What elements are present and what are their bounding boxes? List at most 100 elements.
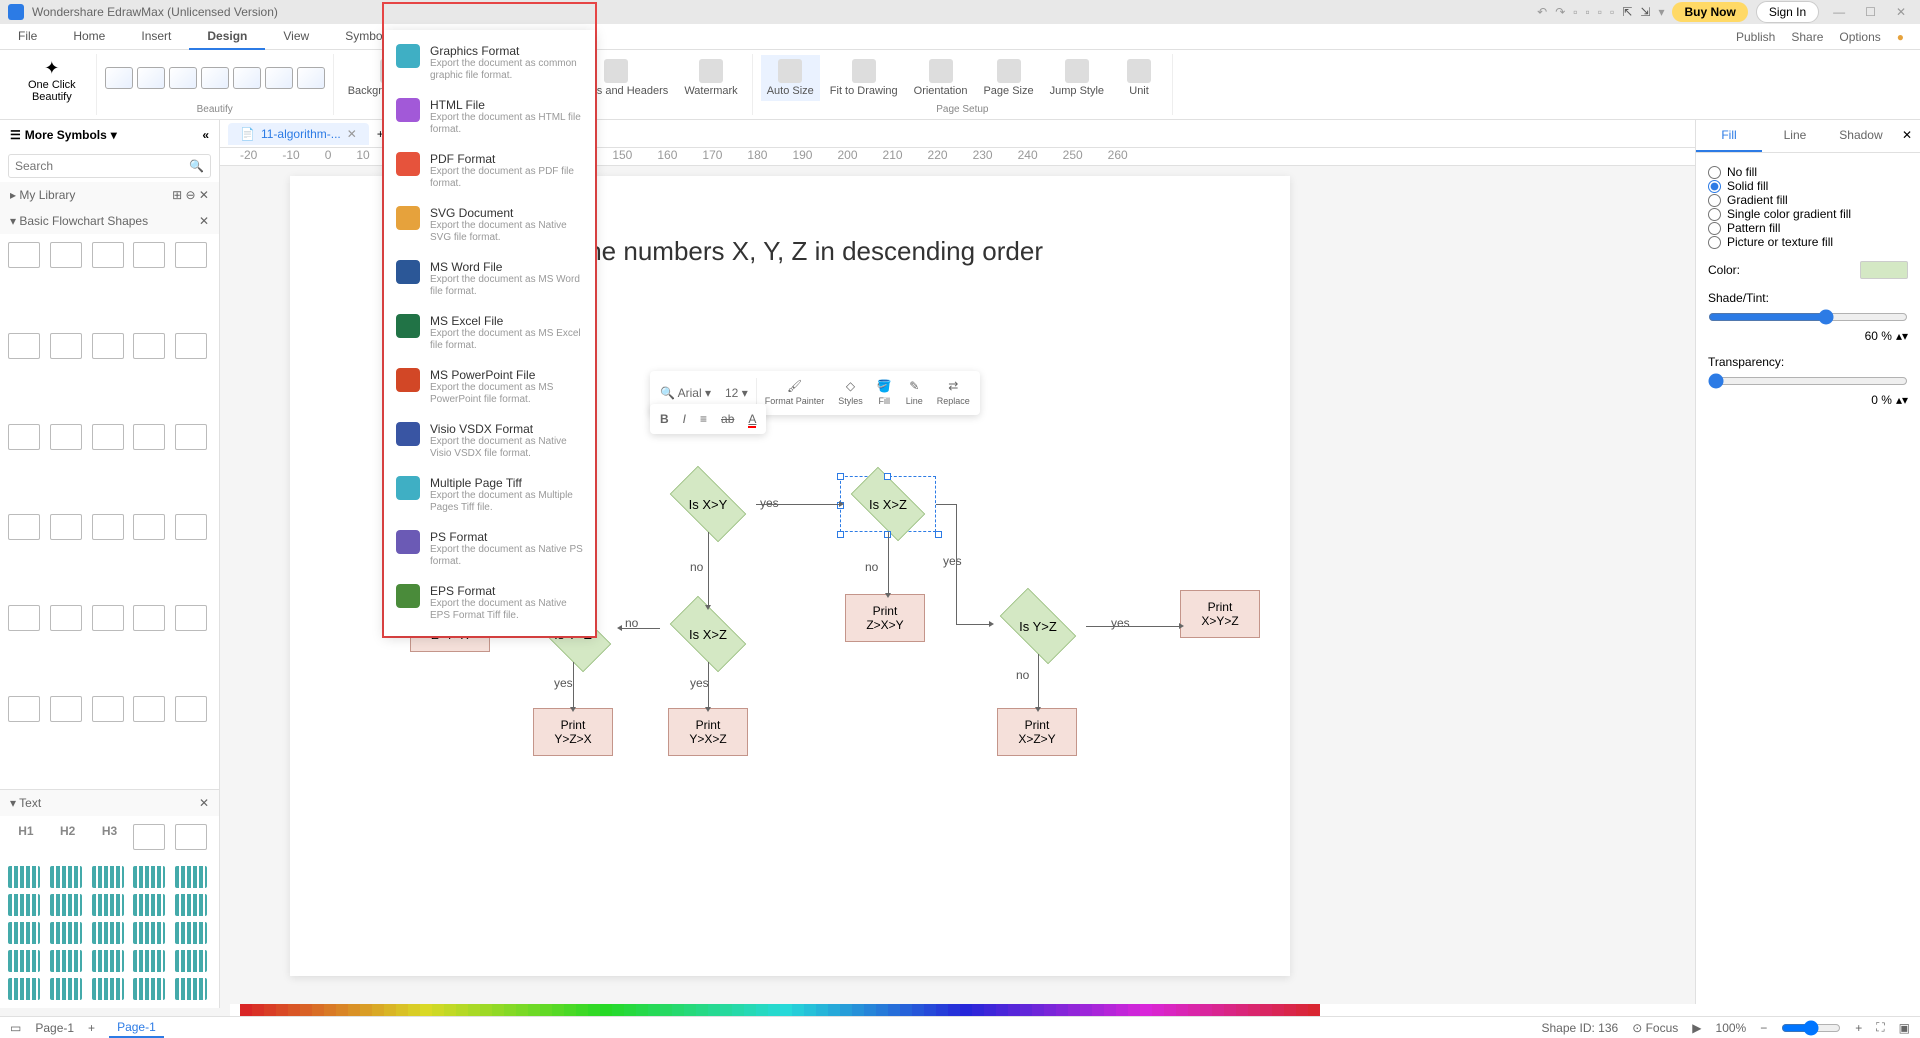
connector[interactable]: [956, 624, 990, 625]
export-item[interactable]: MS Word FileExport the document as MS Wo…: [384, 252, 595, 306]
fill-option[interactable]: Picture or texture fill: [1708, 235, 1908, 249]
export-item[interactable]: SVG DocumentExport the document as Nativ…: [384, 198, 595, 252]
palette-swatch[interactable]: [864, 1004, 876, 1016]
export-item[interactable]: Visio VSDX FormatExport the document as …: [384, 414, 595, 468]
jumpstyle-button[interactable]: Jump Style: [1044, 55, 1110, 101]
palette-swatch[interactable]: [1284, 1004, 1296, 1016]
export-item[interactable]: PS FormatExport the document as Native P…: [384, 522, 595, 576]
shape-item[interactable]: [175, 242, 207, 268]
export-item[interactable]: HTML FileExport the document as HTML fil…: [384, 90, 595, 144]
palette-swatch[interactable]: [936, 1004, 948, 1016]
process-node[interactable]: PrintY>X>Z: [668, 708, 748, 756]
palette-swatch[interactable]: [840, 1004, 852, 1016]
connector[interactable]: [1038, 654, 1039, 708]
palette-swatch[interactable]: [288, 1004, 300, 1016]
palette-swatch[interactable]: [360, 1004, 372, 1016]
theme-button[interactable]: [265, 67, 293, 89]
palette-swatch[interactable]: [540, 1004, 552, 1016]
undo-icon[interactable]: ↶: [1537, 5, 1547, 19]
palette-swatch[interactable]: [780, 1004, 792, 1016]
palette-swatch[interactable]: [1200, 1004, 1212, 1016]
align-button[interactable]: ≡: [694, 408, 713, 430]
import-icon[interactable]: ⇲: [1640, 5, 1650, 19]
connector[interactable]: [1086, 626, 1180, 627]
palette-swatch[interactable]: [972, 1004, 984, 1016]
palette-swatch[interactable]: [1128, 1004, 1140, 1016]
palette-swatch[interactable]: [1164, 1004, 1176, 1016]
palette-swatch[interactable]: [1020, 1004, 1032, 1016]
shape-item[interactable]: [133, 333, 165, 359]
decision-node[interactable]: Is X>Z: [660, 606, 756, 662]
qat-icon[interactable]: ▫: [1573, 5, 1577, 19]
palette-swatch[interactable]: [1092, 1004, 1104, 1016]
view-icon[interactable]: ▣: [1899, 1021, 1910, 1035]
shape-item[interactable]: [8, 605, 40, 631]
palette-swatch[interactable]: [816, 1004, 828, 1016]
palette-swatch[interactable]: [1236, 1004, 1248, 1016]
text-item[interactable]: [133, 894, 165, 916]
shape-item[interactable]: [92, 605, 124, 631]
palette-swatch[interactable]: [648, 1004, 660, 1016]
shape-item[interactable]: [50, 605, 82, 631]
h2-text[interactable]: H2: [50, 824, 86, 850]
palette-swatch[interactable]: [1104, 1004, 1116, 1016]
palette-swatch[interactable]: [684, 1004, 696, 1016]
palette-swatch[interactable]: [1308, 1004, 1320, 1016]
fill-option[interactable]: Pattern fill: [1708, 221, 1908, 235]
palette-swatch[interactable]: [612, 1004, 624, 1016]
text-item[interactable]: [175, 824, 207, 850]
zoom-slider[interactable]: [1781, 1020, 1841, 1036]
qat-icon[interactable]: ▫: [1598, 5, 1602, 19]
connector[interactable]: [573, 662, 574, 708]
shape-item[interactable]: [8, 333, 40, 359]
text-item[interactable]: [133, 922, 165, 944]
shape-item[interactable]: [8, 242, 40, 268]
autosize-button[interactable]: Auto Size: [761, 55, 820, 101]
fill-option[interactable]: Gradient fill: [1708, 193, 1908, 207]
fill-option[interactable]: No fill: [1708, 165, 1908, 179]
palette-swatch[interactable]: [576, 1004, 588, 1016]
publish-link[interactable]: Publish: [1736, 30, 1775, 44]
palette-swatch[interactable]: [1296, 1004, 1308, 1016]
shape-item[interactable]: [50, 696, 82, 722]
text-item[interactable]: [8, 866, 40, 888]
palette-swatch[interactable]: [300, 1004, 312, 1016]
palette-swatch[interactable]: [504, 1004, 516, 1016]
palette-swatch[interactable]: [744, 1004, 756, 1016]
palette-swatch[interactable]: [804, 1004, 816, 1016]
shape-item[interactable]: [133, 696, 165, 722]
notif-icon[interactable]: ●: [1897, 30, 1904, 44]
palette-swatch[interactable]: [876, 1004, 888, 1016]
text-item[interactable]: [92, 978, 124, 1000]
size-select[interactable]: 12 ▾: [719, 382, 754, 404]
export-item[interactable]: MS Excel FileExport the document as MS E…: [384, 306, 595, 360]
format-painter-button[interactable]: 🖌Format Painter: [759, 375, 831, 411]
orientation-button[interactable]: Orientation: [908, 55, 974, 101]
shape-item[interactable]: [8, 424, 40, 450]
palette-swatch[interactable]: [1116, 1004, 1128, 1016]
connector[interactable]: [936, 504, 956, 505]
fullscreen-icon[interactable]: ⛶: [1876, 1020, 1884, 1035]
close-tab-icon[interactable]: ✕: [347, 127, 357, 141]
shape-item[interactable]: [175, 696, 207, 722]
palette-swatch[interactable]: [1152, 1004, 1164, 1016]
rpanel-tab-line[interactable]: Line: [1762, 120, 1828, 152]
palette-swatch[interactable]: [264, 1004, 276, 1016]
palette-swatch[interactable]: [444, 1004, 456, 1016]
text-item[interactable]: [8, 978, 40, 1000]
connector[interactable]: [756, 504, 840, 505]
palette-swatch[interactable]: [720, 1004, 732, 1016]
line-button[interactable]: ✎Line: [900, 375, 929, 411]
shape-item[interactable]: [50, 514, 82, 540]
text-item[interactable]: [8, 950, 40, 972]
process-node[interactable]: PrintX>Y>Z: [1180, 590, 1260, 638]
palette-swatch[interactable]: [372, 1004, 384, 1016]
connector[interactable]: [956, 504, 957, 624]
text-item[interactable]: [50, 950, 82, 972]
connector[interactable]: [621, 628, 660, 629]
more-symbols-button[interactable]: More Symbols: [25, 128, 107, 142]
palette-swatch[interactable]: [996, 1004, 1008, 1016]
mylibrary-section[interactable]: ▸ My Library⊞ ⊖ ✕: [0, 182, 219, 208]
palette-swatch[interactable]: [276, 1004, 288, 1016]
palette-swatch[interactable]: [1032, 1004, 1044, 1016]
